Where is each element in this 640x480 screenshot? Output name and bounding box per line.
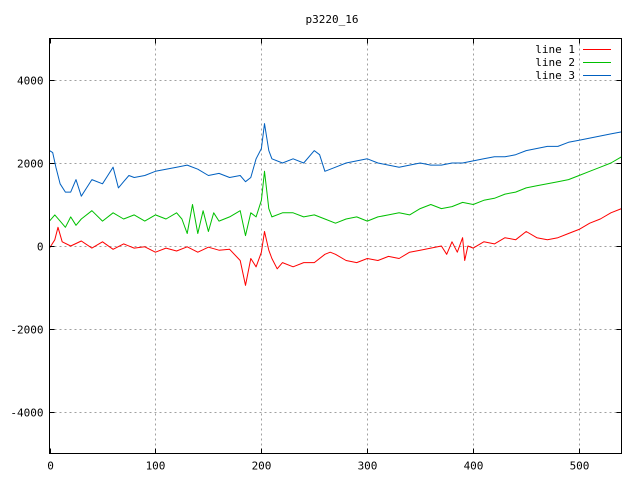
y-tick-label: -4000 [10, 407, 43, 420]
legend-label: line 2 [535, 56, 575, 69]
x-tick-label: 500 [570, 460, 590, 473]
legend-label: line 1 [535, 43, 575, 56]
series-group [49, 123, 622, 286]
chart-title: p3220_16 [306, 13, 359, 26]
legend-label: line 3 [535, 69, 575, 82]
x-tick-label: 200 [252, 460, 272, 473]
x-tick-label: 300 [358, 460, 378, 473]
series-line-2 [49, 156, 622, 237]
axes: 0 100 200 300 400 500 -4000 -2000 0 2000 4000 [10, 38, 622, 473]
y-tick-label: 0 [37, 241, 44, 254]
grid [49, 38, 622, 454]
y-tick-label: 2000 [17, 158, 44, 171]
x-tick-label: 100 [146, 460, 166, 473]
y-tick-label: 4000 [17, 75, 44, 88]
series-line-3 [49, 123, 622, 197]
x-tick-label: 400 [464, 460, 484, 473]
y-tick-label: -2000 [10, 324, 43, 337]
series-line-1 [49, 208, 622, 286]
x-tick-label: 0 [47, 460, 54, 473]
